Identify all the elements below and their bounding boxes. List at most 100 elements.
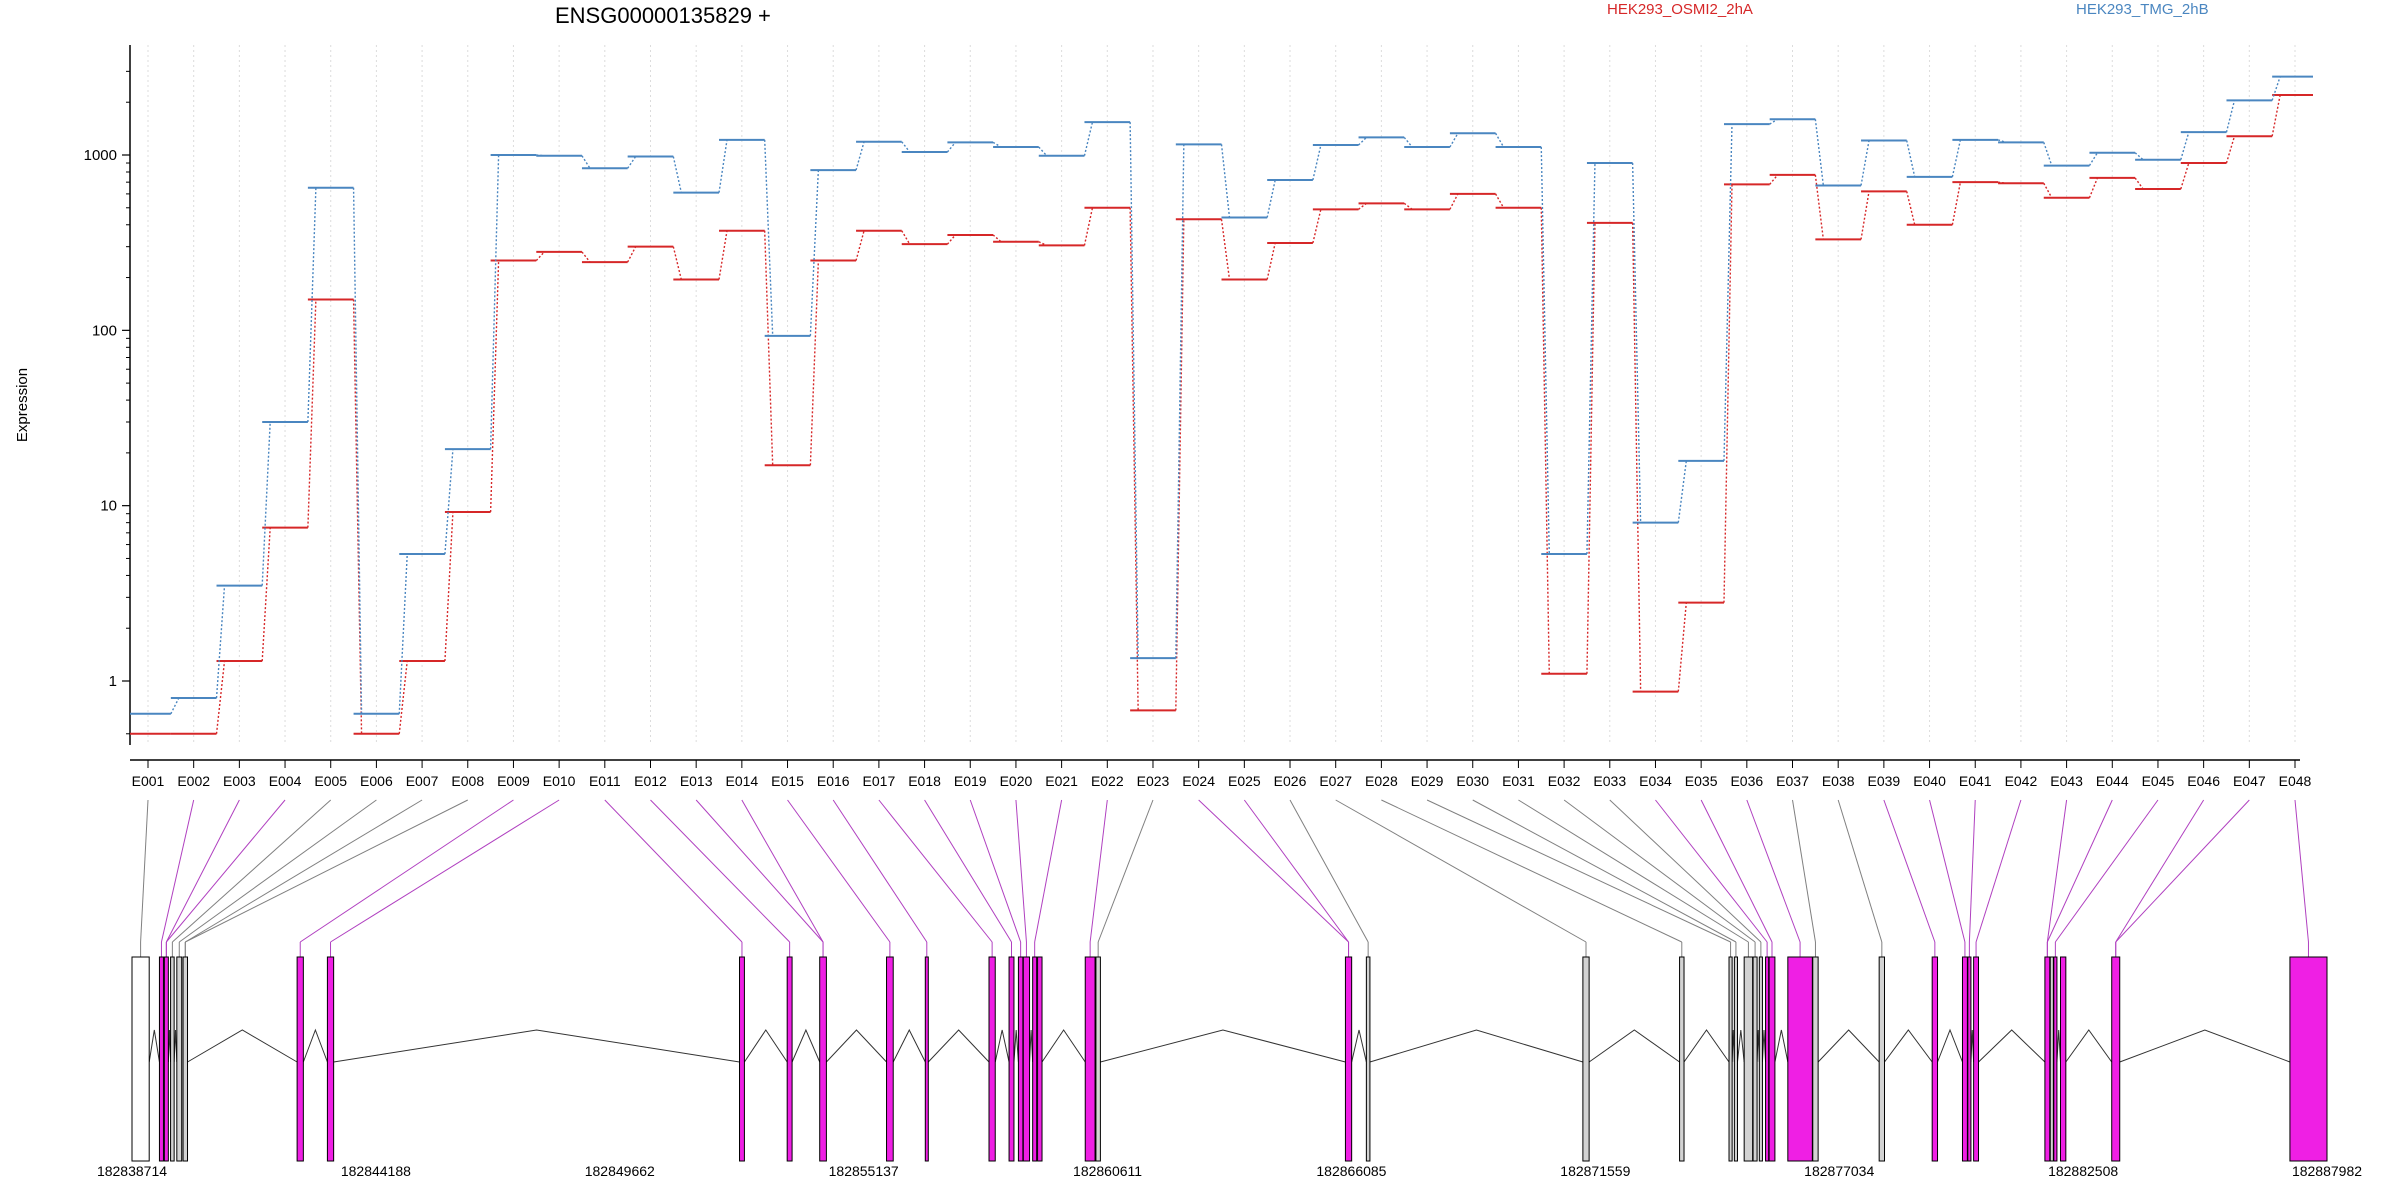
- exon-label: E027: [1319, 773, 1352, 789]
- exon-label: E037: [1776, 773, 1809, 789]
- exon-bin: [176, 956, 183, 1162]
- expression-transition: [307, 299, 317, 528]
- intron-line: [1683, 1029, 1730, 1063]
- exon-bin: [1095, 956, 1101, 1162]
- expression-transition: [1129, 122, 1139, 659]
- intron-line: [1884, 1029, 1933, 1063]
- expression-transition: [2225, 136, 2236, 164]
- exon-bin: [1008, 956, 1015, 1162]
- expression-transition: [215, 660, 226, 734]
- exon-connector: [969, 799, 1022, 943]
- exon-bin: [988, 956, 996, 1162]
- genomic-position-label: 182871559: [1560, 1163, 1630, 1179]
- exon-label: E023: [1137, 773, 1170, 789]
- expression-transition: [763, 139, 774, 336]
- exon-bin: [1017, 956, 1024, 1162]
- exon-bin: [924, 956, 929, 1162]
- exon-label: E032: [1548, 773, 1581, 789]
- expression-transition: [1312, 209, 1322, 244]
- expression-transition: [901, 230, 911, 245]
- exon-connector: [185, 799, 423, 943]
- expression-transition: [627, 156, 637, 169]
- exon-label: E038: [1822, 773, 1855, 789]
- exon-bin: [1733, 956, 1738, 1162]
- exon-connector: [1700, 799, 1773, 943]
- intron-line: [1351, 1029, 1367, 1063]
- expression-transition: [1814, 174, 1825, 240]
- exon-connector: [1792, 799, 1816, 943]
- expression-transition: [1814, 119, 1825, 186]
- expression-transition: [1906, 140, 1916, 178]
- exon-connector: [140, 799, 149, 943]
- expression-transition: [627, 246, 637, 263]
- genomic-position-label: 182844188: [341, 1163, 411, 1179]
- exon-bin: [182, 956, 189, 1162]
- intron-line: [994, 1029, 1010, 1063]
- y-axis-label: Expression: [14, 368, 31, 442]
- exon-connector: [695, 799, 824, 943]
- exon-label: E045: [2142, 773, 2175, 789]
- exon-connector: [172, 799, 332, 943]
- exon-bin: [819, 956, 827, 1162]
- expression-transition: [261, 527, 271, 662]
- intron-line: [743, 1029, 788, 1063]
- exon-bin: [1973, 956, 1980, 1162]
- intron-line: [1978, 1029, 2046, 1063]
- exon-label: E018: [908, 773, 941, 789]
- intron-line: [1736, 1029, 1745, 1063]
- exon-bin: [2053, 956, 2058, 1162]
- exon-connector: [165, 799, 286, 943]
- exon-label: E042: [2005, 773, 2038, 789]
- expression-transition: [352, 187, 363, 714]
- exon-connector: [1089, 799, 1108, 943]
- expression-transition: [170, 697, 180, 715]
- expression-transition: [718, 230, 728, 280]
- exon-connector: [1929, 799, 1966, 943]
- expression-transition: [992, 141, 1002, 148]
- exon-bin: [1878, 956, 1886, 1162]
- exon-connector: [178, 799, 377, 943]
- exon-label: E007: [406, 773, 439, 789]
- genomic-position-label: 182866085: [1316, 1163, 1386, 1179]
- exon-connector: [330, 799, 560, 943]
- exon-bin: [1752, 956, 1758, 1162]
- expression-transition: [672, 246, 683, 280]
- exon-label: E026: [1274, 773, 1307, 789]
- exon-bin: [170, 956, 175, 1162]
- exon-bin: [1582, 956, 1590, 1162]
- exon-label: E028: [1365, 773, 1398, 789]
- exon-bin: [1758, 956, 1763, 1162]
- exon-connector: [878, 799, 993, 943]
- gene-model: [131, 956, 2328, 1162]
- genomic-position-label: 182877034: [1804, 1163, 1874, 1179]
- intron-line: [187, 1029, 298, 1063]
- exon-bin: [1344, 956, 1353, 1162]
- exon-connector: [2115, 799, 2205, 943]
- exon-connector: [1883, 799, 1936, 943]
- expression-transition: [946, 234, 956, 245]
- expression-transition: [672, 156, 683, 193]
- exon-connector: [924, 799, 1012, 943]
- expression-transition: [581, 155, 591, 169]
- vertical-grid: [147, 45, 2296, 745]
- expression-transition: [1723, 184, 1733, 603]
- intron-line: [148, 1029, 160, 1063]
- exon-bin: [158, 956, 164, 1162]
- exon-label: E035: [1685, 773, 1718, 789]
- expression-transition: [1083, 121, 1094, 156]
- exon-bin: [1768, 956, 1776, 1162]
- expression-transition: [307, 187, 317, 423]
- exon-label: E016: [817, 773, 850, 789]
- expression-transition: [946, 141, 956, 153]
- exon-label: E020: [1000, 773, 1033, 789]
- exon-connector: [299, 799, 514, 943]
- exon-bin: [1787, 956, 1813, 1162]
- y-tick-label: 10: [100, 498, 117, 515]
- exon-label: E033: [1593, 773, 1626, 789]
- expression-transition: [1266, 179, 1276, 218]
- exon-bin: [131, 956, 150, 1162]
- expression-transition: [1038, 241, 1048, 247]
- intron-line: [333, 1029, 740, 1063]
- expression-transition: [1860, 191, 1870, 240]
- exon-label: E017: [863, 773, 896, 789]
